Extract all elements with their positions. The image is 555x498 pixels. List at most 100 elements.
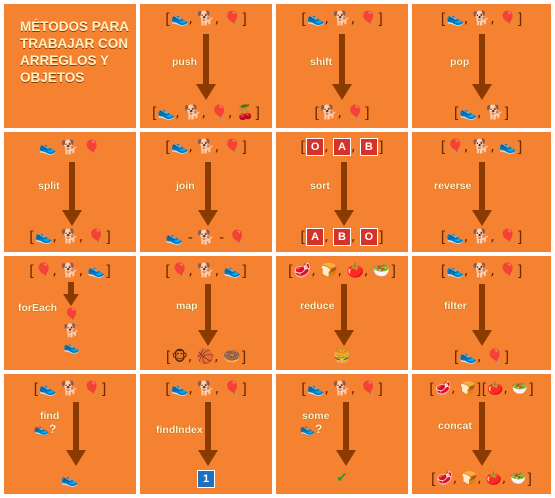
balloon-icon: 🎈 (359, 11, 378, 27)
shoe-icon: 👟 (34, 422, 49, 436)
sort-output-array: [A, B, O] (300, 228, 384, 246)
cell-push: [👟, 🐕, 🎈] push [👟, 🐕, 🎈, 🍒] (140, 4, 272, 128)
findindex-arrow (198, 402, 218, 466)
cell-join: [👟, 🐕, 🎈] join 👟 - 🐕 - 🎈 (140, 132, 272, 252)
foreach-output-list: 🎈 🐕 👟 (60, 308, 84, 356)
concat-arrow (472, 402, 492, 466)
dog-icon: 🐕 (197, 230, 215, 246)
index-badge: 1 (197, 470, 215, 488)
findindex-output: 1 (140, 470, 272, 488)
map-input-array: [🎈, 🐕, 👟] (165, 262, 247, 280)
cell-filter: [👟, 🐕, 🎈] filter [👟, 🎈] (412, 256, 551, 370)
letter-o-badge: O (359, 228, 378, 246)
dog-icon: 🐕 (472, 11, 491, 27)
shoe-icon: 👟 (446, 229, 464, 245)
dog-icon: 🐕 (320, 105, 338, 121)
letter-a-badge: A (306, 228, 325, 246)
balloon-icon: 🎈 (346, 105, 364, 121)
balloon-icon: 🎈 (83, 381, 101, 397)
balloon-icon: 🎈 (446, 139, 464, 155)
findindex-label: findIndex (156, 424, 203, 436)
foreach-label: forEach (18, 302, 58, 314)
lettuce-icon: 🥗 (511, 381, 528, 397)
dog-icon: 🐕 (197, 11, 215, 27)
tomato-icon: 🍅 (346, 263, 364, 279)
shoe-icon: 👟 (165, 230, 184, 246)
reduce-input-array: [🥩, 🍞, 🍅, 🥗] (287, 262, 397, 280)
balloon-icon: 🎈 (485, 349, 504, 365)
shift-input-array: [👟, 🐕, 🎈] (301, 10, 383, 28)
push-arrow (196, 34, 216, 100)
tomato-icon: 🍅 (485, 471, 502, 487)
meat-icon: 🥩 (435, 381, 452, 397)
tomato-icon: 🍅 (487, 381, 504, 397)
shoe-icon: 👟 (170, 11, 189, 27)
filter-arrow (472, 284, 492, 346)
dog-icon: 🐕 (333, 11, 351, 27)
foreach-input-array: [🎈, 🐕, 👟] (29, 262, 111, 280)
pop-input-array: [👟, 🐕, 🎈] (440, 10, 523, 28)
filter-output-array: [👟, 🎈] (453, 348, 510, 366)
dog-icon: 🐕 (197, 139, 215, 155)
shoe-icon: 👟 (34, 229, 53, 245)
split-output-array: [👟, 🐕, 🎈] (29, 228, 111, 246)
reverse-input-array: [🎈, 🐕, 👟] (440, 138, 523, 156)
map-arrow (198, 284, 218, 346)
cell-pop: [👟, 🐕, 🎈] pop [👟, 🐕] (412, 4, 551, 128)
shoe-icon: 👟 (157, 105, 176, 121)
some-input-array: [👟, 🐕, 🎈] (301, 380, 383, 398)
cell-shift: [👟, 🐕, 🎈] shift [🐕, 🎈] (276, 4, 408, 128)
bread-icon: 🍞 (320, 263, 338, 279)
cell-reduce: [🥩, 🍞, 🍅, 🥗] reduce 🍔 (276, 256, 408, 370)
find-arrow (66, 402, 86, 466)
sort-arrow (334, 162, 354, 226)
join-arrow (198, 162, 218, 226)
shoe-icon: 👟 (459, 105, 478, 121)
balloon-icon: 🎈 (34, 263, 53, 279)
foreach-arrow (63, 282, 79, 306)
find-output: 👟 (4, 472, 136, 488)
lettuce-icon: 🥗 (510, 471, 527, 487)
basketball-icon: 🏀 (196, 349, 215, 365)
pop-label: pop (450, 56, 470, 68)
concat-input-arrays: [🥩, 🍞][🍅, 🥗] (429, 380, 534, 398)
shoe-icon: 👟 (446, 263, 464, 279)
split-arrow (62, 162, 82, 226)
cherry-icon: 🍒 (236, 105, 255, 121)
shoe-icon: 👟 (300, 422, 315, 436)
push-output-array: [👟, 🐕, 🎈, 🍒] (151, 104, 261, 122)
pop-arrow (472, 34, 492, 100)
reverse-arrow (472, 162, 492, 226)
balloon-icon: 🎈 (170, 263, 189, 279)
page-title: MÉTODOS PARA TRABAJAR CON ARREGLOS Y OBJ… (20, 19, 129, 85)
reverse-output-array: [👟, 🐕, 🎈] (440, 228, 523, 246)
cell-some: [👟, 🐕, 🎈] some 👟? ✔ (276, 374, 408, 494)
map-output-array: [🐵, 🏀, 🍩] (165, 348, 247, 366)
concat-output-array: [🥩, 🍞, 🍅, 🥗] (430, 470, 533, 488)
shift-arrow (332, 34, 352, 100)
reduce-arrow (334, 284, 354, 346)
find-label: find (40, 410, 60, 422)
shoe-icon: 👟 (446, 11, 464, 27)
shoe-icon: 👟 (61, 472, 79, 488)
shoe-icon: 👟 (223, 263, 242, 279)
reverse-label: reverse (434, 180, 472, 192)
shoe-icon: 👟 (39, 140, 57, 156)
some-output: ✔ (276, 470, 408, 486)
meat-icon: 🥩 (293, 263, 312, 279)
balloon-icon: 🎈 (83, 140, 101, 156)
dog-icon: 🐕 (472, 139, 491, 155)
dog-icon: 🐕 (184, 105, 202, 121)
check-icon: ✔ (336, 470, 348, 486)
balloon-icon: 🎈 (63, 308, 81, 323)
cell-foreach: [🎈, 🐕, 👟] forEach 🎈 🐕 👟 (4, 256, 136, 370)
dog-icon: 🐕 (61, 229, 79, 245)
balloon-icon: 🎈 (499, 229, 517, 245)
sort-label: sort (310, 180, 330, 192)
dog-icon: 🐕 (63, 324, 81, 339)
bread-icon: 🍞 (461, 471, 478, 487)
lettuce-icon: 🥗 (372, 263, 391, 279)
shoe-icon: 👟 (306, 381, 325, 397)
title-cell: MÉTODOS PARA TRABAJAR CON ARREGLOS Y OBJ… (4, 4, 136, 128)
